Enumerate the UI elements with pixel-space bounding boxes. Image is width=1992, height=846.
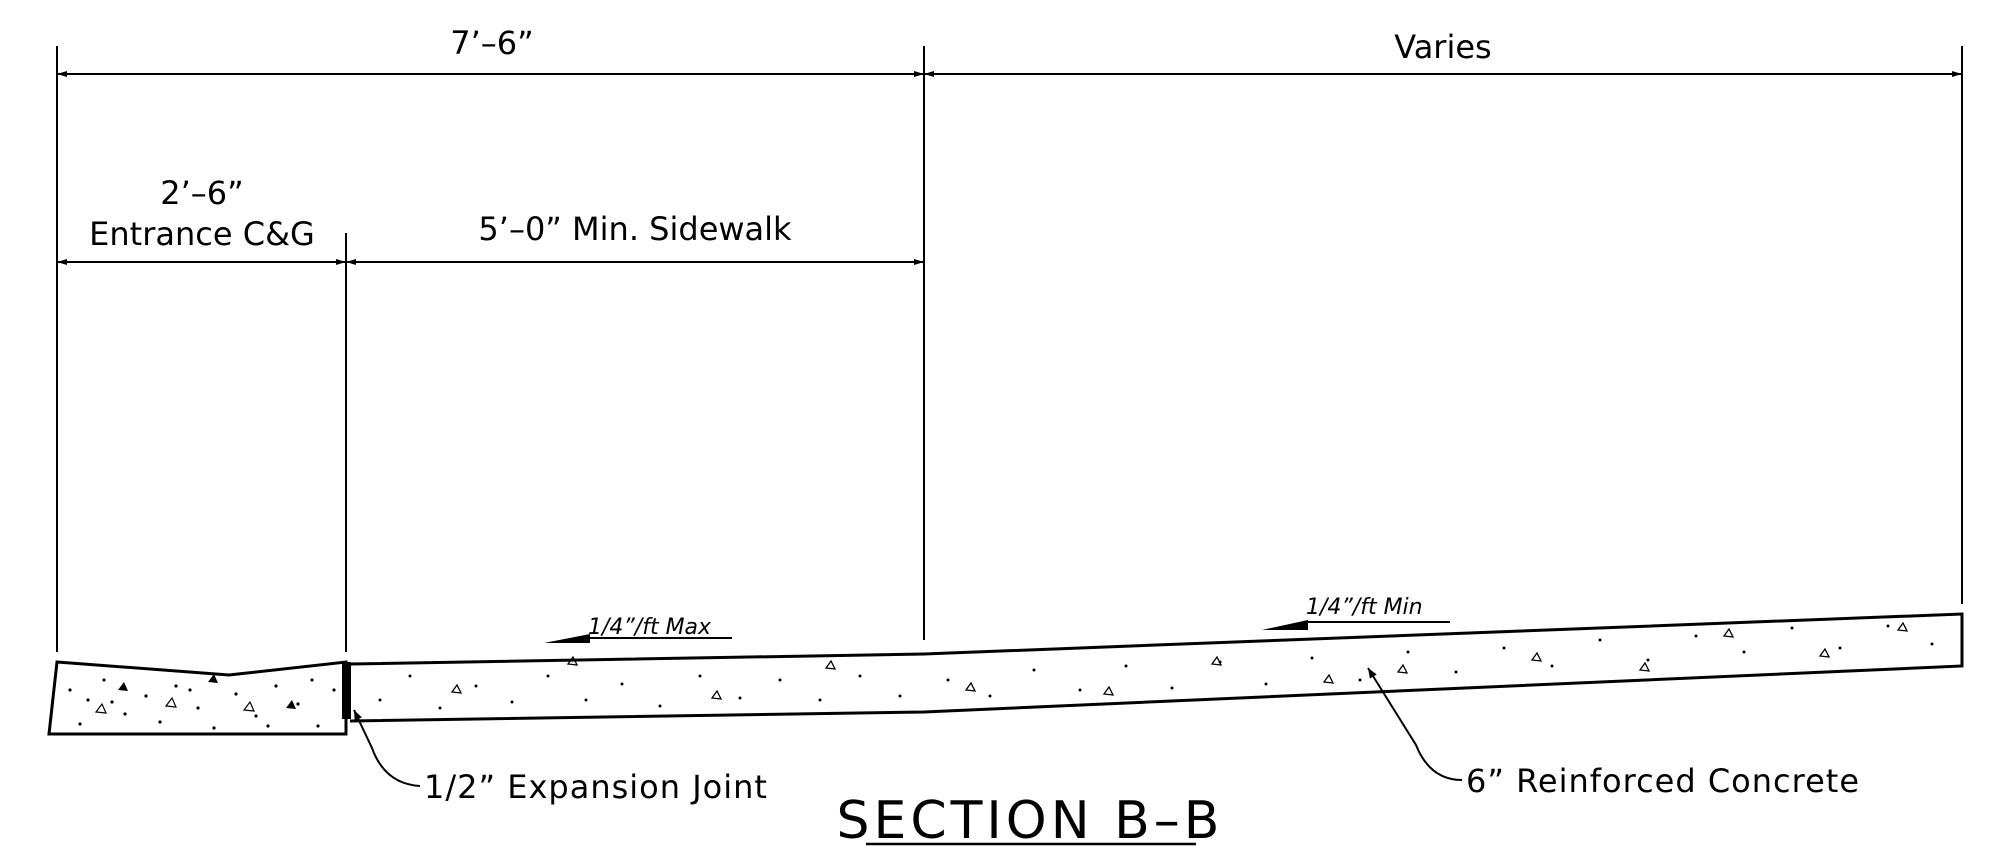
expansion-joint-leader bbox=[353, 709, 421, 787]
sidewalk-slope-label: 1/4”/ft Max bbox=[588, 615, 712, 640]
sidewalk-slope-indicator: 1/4”/ft Max bbox=[544, 615, 732, 643]
slab-aggregate-hatch bbox=[378, 624, 1934, 710]
curb-gutter-name-label: Entrance C&G bbox=[89, 215, 315, 253]
apron-slope-indicator: 1/4”/ft Min bbox=[1262, 595, 1450, 630]
expansion-joint-callout: 1/2” Expansion Joint bbox=[424, 768, 768, 806]
expansion-joint bbox=[342, 662, 351, 719]
overall-dimension-label: 7’–6” bbox=[450, 24, 533, 62]
concrete-callout: 6” Reinforced Concrete bbox=[1466, 762, 1860, 800]
curb-gutter-size-label: 2’–6” bbox=[160, 174, 243, 212]
section-title: SECTION B–B bbox=[837, 791, 1224, 846]
curb-gutter-section bbox=[47, 660, 348, 736]
sidewalk-dimension-label: 5’–0” Min. Sidewalk bbox=[478, 210, 792, 248]
slab-aggregate-triangles bbox=[450, 621, 1909, 700]
concrete-leader bbox=[1367, 667, 1463, 781]
curb-gutter-aggregate-hatch bbox=[68, 674, 336, 730]
concrete-slab bbox=[349, 612, 1964, 723]
varies-dimension-label: Varies bbox=[1394, 28, 1491, 66]
apron-slope-label: 1/4”/ft Min bbox=[1306, 595, 1423, 620]
